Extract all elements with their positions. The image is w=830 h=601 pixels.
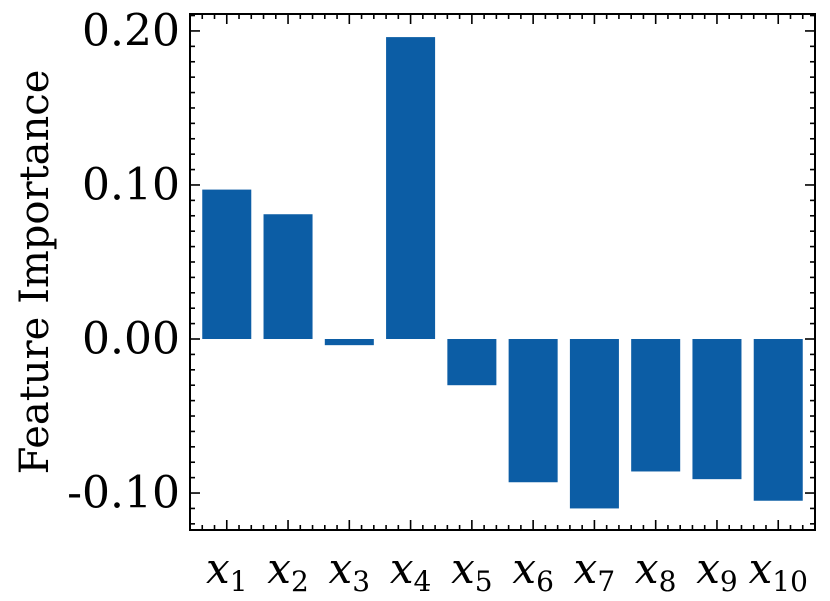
x-tick-label: x2	[267, 544, 309, 598]
bar-8	[631, 339, 681, 472]
x-tick-label-base: x	[696, 544, 720, 593]
x-tick-label-base: x	[635, 544, 659, 593]
bar-1	[202, 189, 252, 340]
bar-3	[324, 339, 374, 346]
plot-frame	[189, 13, 816, 531]
x-tick-label-base: x	[451, 544, 475, 593]
y-tick-label: 0.20	[82, 5, 180, 56]
x-tick-label: x10	[749, 544, 808, 598]
x-tick-label: x4	[390, 544, 432, 598]
bar-6	[508, 339, 558, 483]
x-tick-label: x1	[206, 544, 248, 598]
bar-9	[692, 339, 742, 480]
x-tick-label-subscript: 3	[352, 565, 370, 598]
bars	[202, 37, 803, 509]
x-tick-label-base: x	[329, 544, 353, 593]
y-tick-label: 0.10	[82, 159, 180, 210]
x-tick-label: x9	[696, 544, 738, 598]
bar-5	[447, 339, 497, 386]
y-tick-label: 0.00	[82, 314, 180, 365]
x-tick-label: x5	[451, 544, 493, 598]
x-tick-label: x8	[635, 544, 677, 598]
x-tick-label-subscript: 1	[230, 565, 248, 598]
x-tick-label-base: x	[390, 544, 414, 593]
x-tick-label-subscript: 9	[720, 565, 738, 598]
x-tick-label-base: x	[206, 544, 230, 593]
x-tick-label-subscript: 10	[772, 565, 808, 598]
bar-10	[753, 339, 803, 501]
x-tick-label-base: x	[574, 544, 598, 593]
x-tick-label: x3	[329, 544, 371, 598]
x-tick-label-base: x	[512, 544, 536, 593]
x-tick-label-subscript: 7	[597, 565, 615, 598]
x-tick-label-subscript: 2	[291, 565, 309, 598]
y-axis-label: Feature Importance	[12, 70, 58, 475]
x-tick-label: x7	[574, 544, 616, 598]
x-tick-label-base: x	[749, 544, 773, 593]
x-tick-label-subscript: 5	[475, 565, 493, 598]
x-tick-label-base: x	[267, 544, 291, 593]
x-tick-label-subscript: 8	[659, 565, 677, 598]
x-tick-labels: x1 x2 x3 x4 x5 x6 x7 x8 x9 x10	[206, 544, 808, 598]
bar-4	[386, 37, 436, 340]
x-tick-label: x6	[512, 544, 554, 598]
x-tick-label-subscript: 4	[414, 565, 432, 598]
bar-7	[569, 339, 619, 509]
y-tick-labels: -0.10 0.00 0.10 0.20	[67, 5, 180, 518]
bar-2	[263, 214, 313, 340]
x-tick-label-subscript: 6	[536, 565, 554, 598]
y-tick-label: -0.10	[67, 468, 180, 519]
